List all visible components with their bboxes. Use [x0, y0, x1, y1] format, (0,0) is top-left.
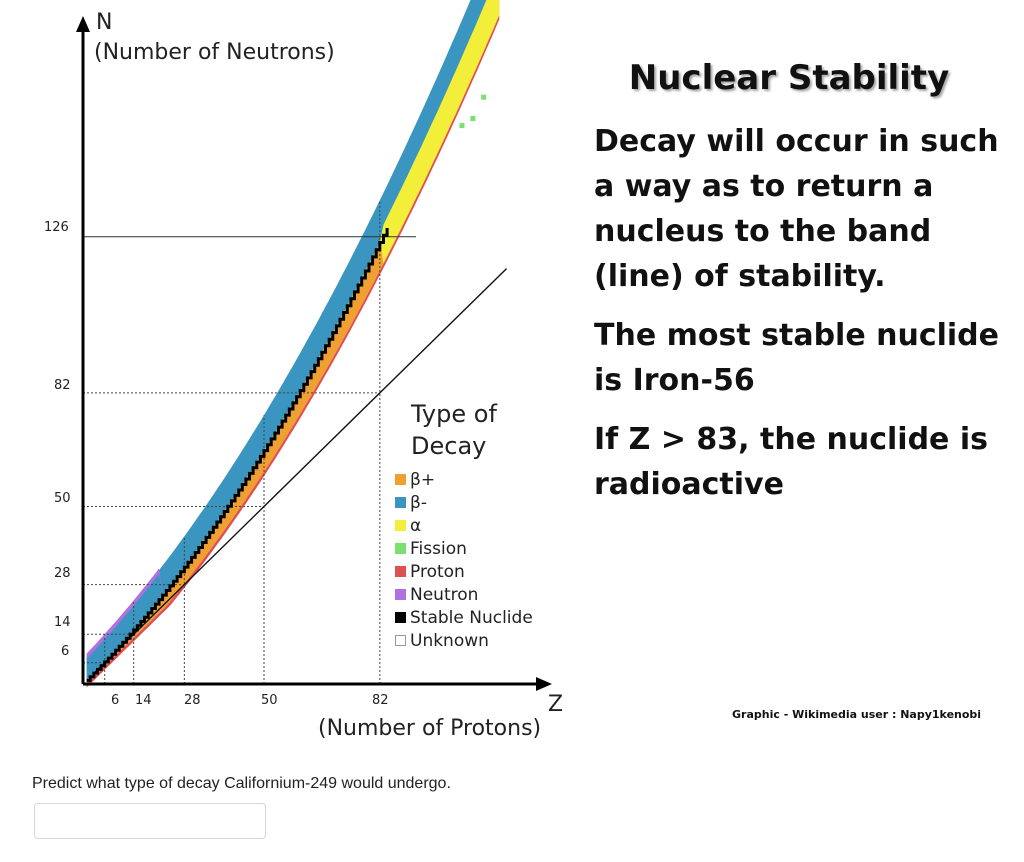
fission-cell	[481, 94, 487, 100]
legend-swatch	[395, 474, 406, 485]
legend-label: Stable Nuclide	[410, 607, 533, 628]
x-tick-label: 6	[111, 693, 120, 708]
chart-svg	[76, 0, 552, 691]
legend-item: Proton	[395, 560, 565, 583]
fission-cell	[470, 116, 476, 121]
fission-cell	[459, 123, 465, 129]
x-tick-label: 50	[261, 693, 278, 708]
nuclide-chart: N (Number of Neutrons) Z (Number of Prot…	[0, 0, 580, 760]
info-paragraph: If Z > 83, the nuclide is radioactive	[594, 422, 988, 502]
answer-input[interactable]	[34, 803, 266, 839]
legend-title: Type of Decay	[411, 400, 497, 460]
info-title: Nuclear Stability	[628, 58, 950, 98]
y-tick-label: 50	[54, 491, 71, 506]
y-axis-letter: N	[96, 10, 113, 35]
info-panel: Nuclear Stability Decay will occur in su…	[594, 55, 1014, 521]
legend-label: Unknown	[410, 630, 489, 651]
legend-item: Neutron	[395, 583, 565, 606]
y-tick-label: 82	[54, 378, 71, 393]
x-tick-label: 82	[372, 693, 389, 708]
legend-swatch	[395, 612, 406, 623]
legend-item: α	[395, 514, 565, 537]
legend-swatch	[395, 566, 406, 577]
y-axis-title: (Number of Neutrons)	[94, 40, 335, 65]
y-tick-label: 6	[61, 644, 70, 659]
legend-item: β-	[395, 491, 565, 514]
n-equals-z-line	[93, 268, 508, 674]
info-paragraph: Decay will occur in such a way as to ret…	[594, 124, 999, 294]
legend-swatch	[395, 543, 406, 554]
image-credit: Graphic - Wikimedia user : Napy1kenobi	[732, 708, 982, 721]
legend-swatch	[395, 520, 406, 531]
legend-item: β+	[395, 468, 565, 491]
legend-label: β+	[410, 469, 436, 490]
x-axis-letter: Z	[548, 692, 564, 717]
legend: Type of Decay β+ β- α Fission Proton Neu…	[395, 398, 565, 652]
y-axis-arrow	[76, 16, 90, 32]
legend-label: β-	[410, 492, 427, 513]
legend-swatch	[395, 635, 406, 646]
y-tick-label: 28	[54, 566, 71, 581]
alpha-region	[86, 0, 500, 681]
y-tick-label: 14	[54, 615, 71, 630]
legend-swatch	[395, 497, 406, 508]
legend-label: α	[410, 515, 422, 536]
legend-swatch	[395, 589, 406, 600]
legend-item: Stable Nuclide	[395, 606, 565, 629]
info-paragraph: The most stable nuclide is Iron-56	[594, 318, 999, 398]
x-tick-label: 14	[135, 693, 152, 708]
x-tick-label: 28	[184, 693, 201, 708]
legend-label: Fission	[410, 538, 467, 559]
legend-item: Unknown	[395, 629, 565, 652]
question-text: Predict what type of decay Californium-2…	[32, 775, 451, 792]
legend-item: Fission	[395, 537, 565, 560]
legend-label: Proton	[410, 561, 465, 582]
y-tick-label: 126	[44, 220, 69, 235]
stable-nuclide-line	[86, 228, 389, 682]
x-axis-title: (Number of Protons)	[318, 716, 542, 741]
legend-label: Neutron	[410, 584, 479, 605]
x-axis-arrow	[536, 677, 552, 691]
